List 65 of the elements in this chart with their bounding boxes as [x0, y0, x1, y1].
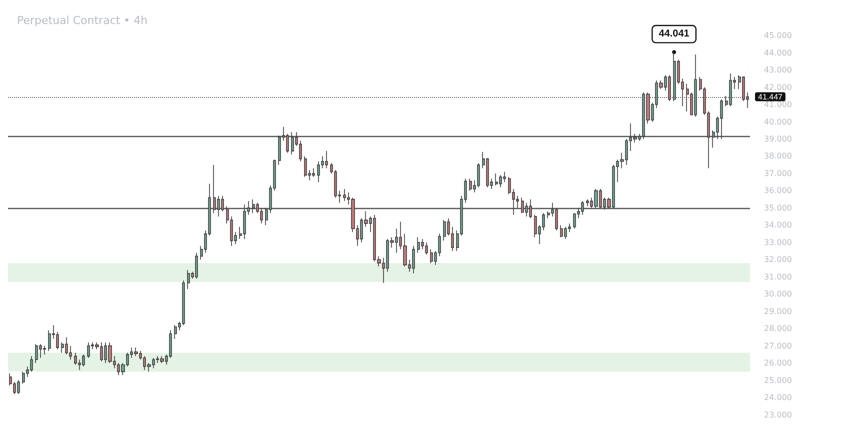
- candlestick: [560, 224, 563, 238]
- y-tick-label: 23.000: [764, 410, 792, 420]
- y-tick-label: 33.000: [764, 238, 792, 247]
- y-tick-label: 26.000: [764, 358, 792, 368]
- annotation: 44.041: [658, 28, 690, 40]
- candlestick: [564, 226, 567, 240]
- candlestick: [720, 98, 723, 140]
- candlestick: [304, 156, 307, 178]
- candlestick: [586, 198, 589, 207]
- candlestick: [673, 52, 676, 102]
- y-tick-label: 45.000: [764, 31, 792, 40]
- candlestick: [35, 344, 38, 364]
- candlestick: [343, 188, 346, 202]
- candlestick: [594, 188, 598, 208]
- candlestick: [581, 200, 584, 216]
- candlestick: [82, 354, 85, 367]
- candlestick: [134, 347, 138, 357]
- y-tick-label: 31.000: [764, 272, 792, 282]
- y-tick-label: 28.000: [764, 324, 792, 334]
- candlestick: [529, 198, 532, 219]
- candlestick: [291, 132, 294, 155]
- candlestick: [325, 150, 328, 169]
- candlestick: [87, 342, 90, 358]
- candlestick: [174, 324, 177, 340]
- candlestick: [443, 220, 446, 242]
- y-tick-label: 41.000: [764, 100, 792, 110]
- candlestick: [417, 236, 420, 254]
- candlestick: [521, 197, 524, 214]
- y-tick-label: 29.000: [764, 306, 792, 316]
- candlestick: [252, 198, 255, 214]
- candlestick: [195, 252, 198, 279]
- candlestick: [686, 83, 689, 112]
- candlestick: [160, 356, 164, 364]
- y-tick-label: 27.000: [764, 341, 792, 350]
- y-tick-label: 36.000: [764, 186, 792, 196]
- y-tick-label: 25.000: [764, 376, 792, 385]
- candlestick: [412, 245, 415, 274]
- candlestick: [694, 54, 697, 117]
- y-tick-label: 39.000: [764, 134, 792, 144]
- y-tick-label: 34.000: [764, 220, 792, 230]
- y-tick-label: 35.000: [764, 203, 792, 212]
- candlestick: [43, 345, 46, 355]
- y-tick-label: 32.000: [764, 255, 792, 264]
- y-tick-label: 42.000: [764, 82, 792, 92]
- candlestick: [187, 270, 190, 290]
- candlestick: [430, 248, 433, 264]
- candlestick: [213, 164, 216, 214]
- y-tick-label: 43.000: [764, 66, 792, 75]
- candlestick: [668, 74, 671, 102]
- candlestick: [243, 204, 246, 240]
- y-tick-label: 30.000: [764, 290, 792, 299]
- y-tick-label: 38.000: [764, 152, 792, 161]
- text: Perpetual Contract • 4h: [17, 14, 148, 27]
- candlestick: [17, 380, 20, 394]
- candlestick: [495, 173, 498, 186]
- y-tick-label: 44.000: [764, 48, 792, 58]
- candlestick: [425, 242, 428, 255]
- candlestick: [312, 168, 315, 178]
- y-tick-label: 37.000: [764, 168, 792, 178]
- y-tick-label: 24.000: [764, 393, 792, 402]
- candlestick: [729, 73, 732, 107]
- candlestick: [469, 178, 472, 192]
- y-tick-label: 40.000: [764, 117, 792, 126]
- ref-line-label: 41.447: [758, 92, 784, 102]
- candlestick: [499, 174, 502, 188]
